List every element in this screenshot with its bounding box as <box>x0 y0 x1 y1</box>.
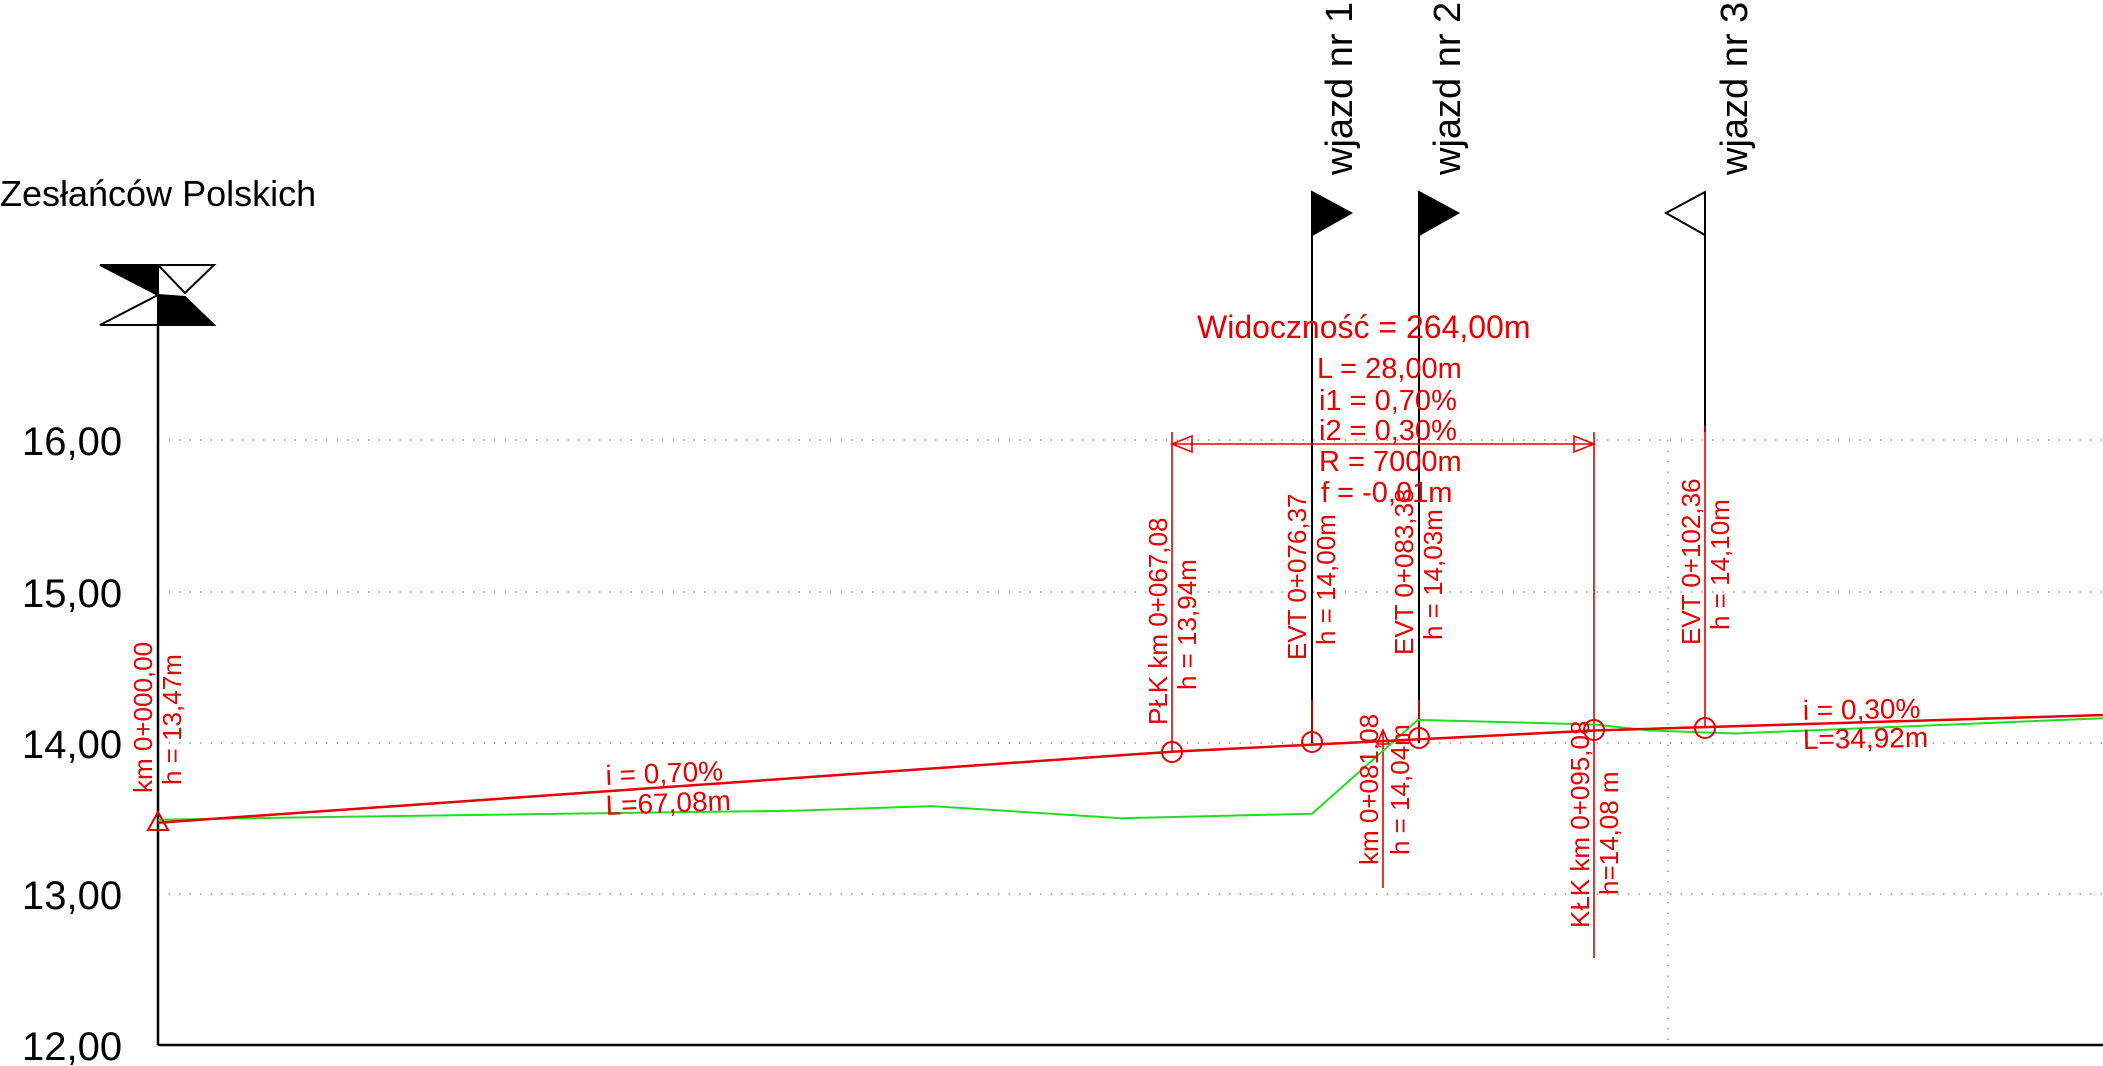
visibility-label: Widoczność = 264,00m <box>1197 309 1531 345</box>
entrance-2-label: wjazd nr 2 <box>1427 2 1469 176</box>
station-5-km: KŁK km 0+095,08 <box>1565 721 1595 928</box>
station-4-km: km 0+081,08 <box>1354 714 1384 865</box>
klk-point-marker-icon <box>1583 719 1605 741</box>
start-point-marker-icon <box>146 809 170 831</box>
grade-2-slope: i = 0,30% <box>1803 693 1921 726</box>
axes <box>156 300 2103 1047</box>
road-name: Zesłańców Polskich <box>0 173 316 214</box>
station-6-h: h = 14,10m <box>1705 499 1735 630</box>
curve-length-label: L = 28,00m <box>1317 353 1462 385</box>
plk-point-marker-icon <box>1161 741 1183 763</box>
entrance-1-label: wjazd nr 1 <box>1319 2 1361 176</box>
station-3-h: h = 14,03m <box>1418 509 1448 640</box>
station-3-km: EVT 0+083,38 <box>1389 489 1419 656</box>
terrain-line <box>157 717 2103 821</box>
station-0-h: h = 13,47m <box>157 654 187 785</box>
entrance-3-flag-icon <box>1663 190 1706 237</box>
curve-i1-label: i1 = 0,70% <box>1319 385 1457 417</box>
entrance-3-label: wjazd nr 3 <box>1714 2 1756 176</box>
grade-labels: i = 0,70% L=67,08m i = 0,30% L=34,92m <box>605 693 1928 821</box>
curve-radius-label: R = 7000m <box>1319 446 1462 478</box>
y-tick-labels: 16,00 15,00 14,00 13,00 12,00 <box>22 420 122 1066</box>
grade-2-length: L=34,92m <box>1803 722 1929 755</box>
station-2-h: h = 14,00m <box>1311 514 1341 645</box>
station-1-h: h = 13,94m <box>1172 559 1202 690</box>
station-labels: km 0+000,00 h = 13,47m PŁK km 0+067,08 h… <box>128 479 1735 929</box>
y-tick-label-13: 13,00 <box>22 874 122 918</box>
km-081-arrow-icon <box>1375 727 1391 745</box>
grade-1-length: L=67,08m <box>605 785 731 821</box>
design-profile-line <box>157 713 2103 824</box>
station-0-km: km 0+000,00 <box>128 642 158 793</box>
y-tick-label-14: 14,00 <box>22 723 122 767</box>
profile-markers <box>146 717 1716 831</box>
start-marker-icon <box>99 264 217 326</box>
curve-params: Widoczność = 264,00m L = 28,00m i1 = 0,7… <box>1197 309 1531 509</box>
station-1-km: PŁK km 0+067,08 <box>1143 518 1173 725</box>
entrance-labels: wjazd nr 1 wjazd nr 2 wjazd nr 3 <box>1319 2 1756 176</box>
entrance-markers <box>1311 190 1706 743</box>
evt3-point-marker-icon <box>1694 717 1716 739</box>
y-tick-label-12: 12,00 <box>22 1025 122 1066</box>
station-4-h: h = 14,04m <box>1385 724 1415 855</box>
station-2-km: EVT 0+076,37 <box>1282 494 1312 661</box>
grade-1-slope: i = 0,70% <box>605 755 724 791</box>
curve-f-label: f = -0,01m <box>1321 477 1452 509</box>
evt2-point-marker-icon <box>1408 727 1430 749</box>
y-tick-label-15: 15,00 <box>22 572 122 616</box>
station-5-h: h=14,08 m <box>1594 771 1624 895</box>
station-6-km: EVT 0+102,36 <box>1676 479 1706 646</box>
y-tick-label-16: 16,00 <box>22 420 122 464</box>
evt1-point-marker-icon <box>1301 731 1323 753</box>
dimension-arrow-right-icon <box>1573 434 1597 454</box>
curve-i2-label: i2 = 0,30% <box>1319 415 1457 447</box>
dimension-arrow-left-icon <box>1169 434 1193 454</box>
entrance-1-flag-icon <box>1311 190 1354 237</box>
entrance-2-flag-icon <box>1418 190 1461 237</box>
